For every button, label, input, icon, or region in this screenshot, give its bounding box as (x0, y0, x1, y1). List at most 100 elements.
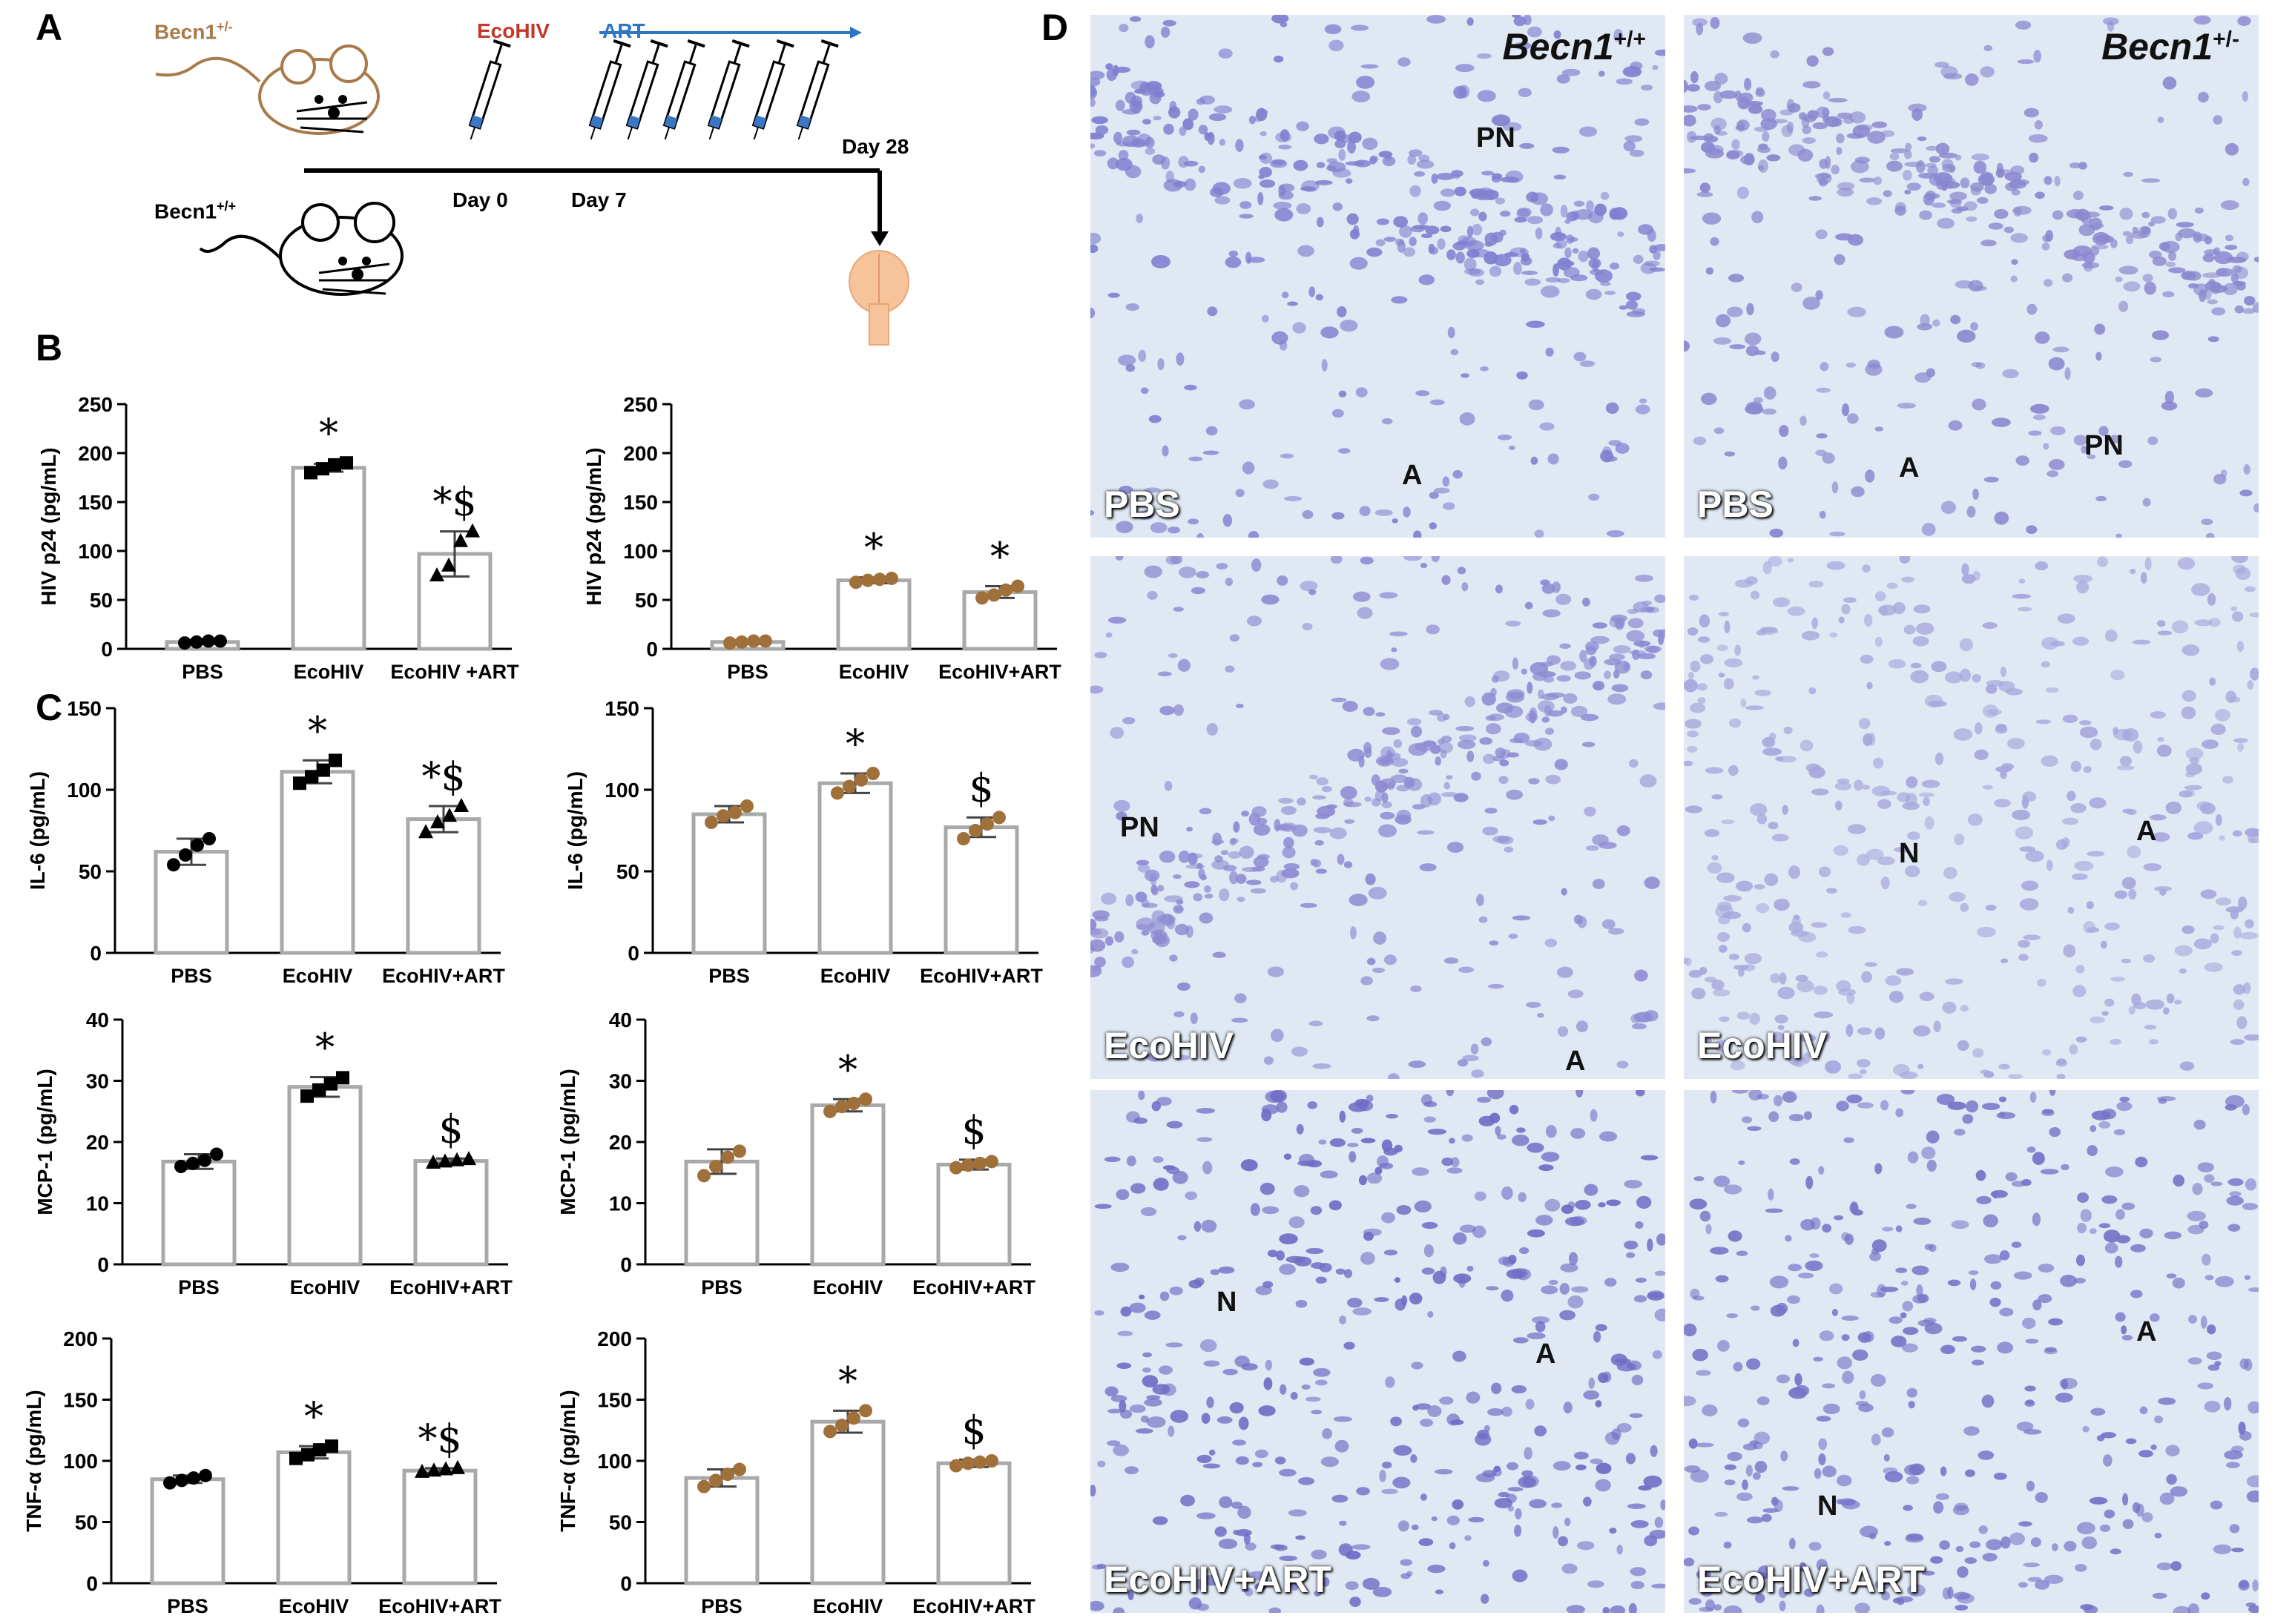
cell-mark (2236, 282, 2246, 291)
cell-mark (1871, 121, 1888, 128)
cell-mark (2028, 133, 2048, 143)
cell-mark (1532, 819, 1548, 825)
cell-mark (2098, 1120, 2111, 1129)
cell-mark (1912, 1265, 1929, 1275)
cell-mark (1542, 609, 1561, 618)
cell-mark (1656, 1233, 1665, 1246)
cell-mark (1403, 247, 1416, 257)
cell-mark (2049, 1126, 2061, 1138)
cell-mark (1433, 487, 1450, 494)
cell-mark (2138, 1450, 2153, 1458)
data-point (465, 523, 480, 538)
cell-mark (1762, 747, 1782, 756)
data-point (855, 773, 868, 787)
cell-mark (1477, 90, 1496, 102)
cell-mark (1138, 1090, 1145, 1100)
cell-mark (1122, 956, 1134, 968)
cell-mark (1302, 509, 1314, 519)
cell-mark (1328, 126, 1346, 139)
cell-mark (2119, 756, 2133, 766)
data-point (179, 848, 192, 862)
cell-mark (1418, 274, 1435, 285)
cell-mark (2247, 680, 2254, 690)
cell-mark (1651, 1583, 1665, 1589)
cell-mark (1537, 700, 1555, 713)
cell-mark (2121, 1493, 2129, 1506)
cell-mark (1423, 1244, 1434, 1258)
cell-mark (1863, 613, 1873, 627)
cell-mark (2204, 1174, 2215, 1183)
cell-mark (2073, 1277, 2087, 1284)
cell-mark (1760, 108, 1777, 122)
cell-mark (1742, 922, 1751, 933)
data-point (697, 1169, 711, 1183)
cell-mark (1863, 1331, 1874, 1343)
cell-mark (1737, 968, 1745, 977)
cell-mark (1173, 607, 1184, 612)
data-point (709, 1160, 722, 1173)
cell-mark (1400, 1573, 1411, 1580)
cell-mark (1116, 157, 1133, 171)
panel-label-d: D (1041, 7, 1069, 48)
cell-mark (1235, 139, 1244, 152)
significance-marker: * (864, 527, 883, 571)
cell-mark (1692, 18, 1708, 27)
cell-mark (1207, 306, 1218, 317)
cell-mark (1186, 826, 1193, 832)
y-axis-label: MCP-1 (pg/mL) (556, 1069, 579, 1215)
cell-mark (1647, 1238, 1653, 1252)
cell-mark (2197, 1382, 2214, 1390)
cell-mark (1228, 851, 1241, 859)
cell-mark (1461, 582, 1469, 592)
cell-mark (1915, 160, 1926, 174)
data-point (329, 753, 342, 768)
cell-mark (1300, 581, 1318, 592)
cell-mark (1983, 44, 1993, 52)
cell-mark (2098, 426, 2109, 437)
cell-mark (1278, 145, 1292, 150)
cell-mark (1559, 643, 1571, 650)
cell-mark (1630, 1567, 1647, 1577)
cell-mark (1873, 757, 1884, 769)
data-point (163, 1476, 177, 1490)
cell-mark (1262, 479, 1279, 489)
cell-mark (2048, 357, 2065, 371)
cell-mark (1366, 957, 1376, 966)
cell-mark (1822, 1403, 1840, 1415)
cell-mark (1254, 114, 1262, 122)
cell-mark (1489, 940, 1499, 946)
cell-mark (1981, 1394, 1995, 1408)
cell-mark (1791, 283, 1802, 292)
cell-mark (1142, 509, 1153, 520)
cell-mark (2062, 817, 2079, 825)
cell-mark (1684, 114, 1696, 127)
cell-mark (1901, 1343, 1918, 1353)
bar (291, 466, 366, 651)
cell-mark (2248, 1401, 2259, 1414)
cell-mark (2205, 1275, 2214, 1281)
cell-mark (1506, 789, 1524, 800)
cell-mark (1745, 576, 1758, 585)
data-point (740, 799, 754, 813)
cell-mark (1337, 854, 1345, 865)
cell-mark (2142, 498, 2151, 507)
cell-mark (1921, 779, 1940, 788)
x-tick-label: EcoHIV (813, 1276, 883, 1298)
cell-mark (1296, 121, 1309, 131)
cell-mark (1684, 105, 1698, 113)
cell-mark (1604, 290, 1616, 296)
cell-mark (1193, 1221, 1202, 1232)
cell-mark (2048, 1318, 2064, 1326)
cell-mark (2195, 388, 2213, 398)
cell-mark (2193, 938, 2212, 950)
cell-mark (2199, 1221, 2209, 1229)
syringe-icons (468, 39, 839, 140)
cell-mark (1697, 104, 1711, 110)
cell-mark (1514, 1525, 1522, 1537)
cell-mark (1982, 785, 1993, 790)
cell-mark (1392, 518, 1398, 524)
cell-mark (1159, 851, 1176, 863)
significance-marker: *$ (418, 1417, 461, 1462)
y-axis-label: TNF-α (pg/mL) (22, 1390, 45, 1531)
y-tick-label: 40 (609, 1009, 632, 1031)
